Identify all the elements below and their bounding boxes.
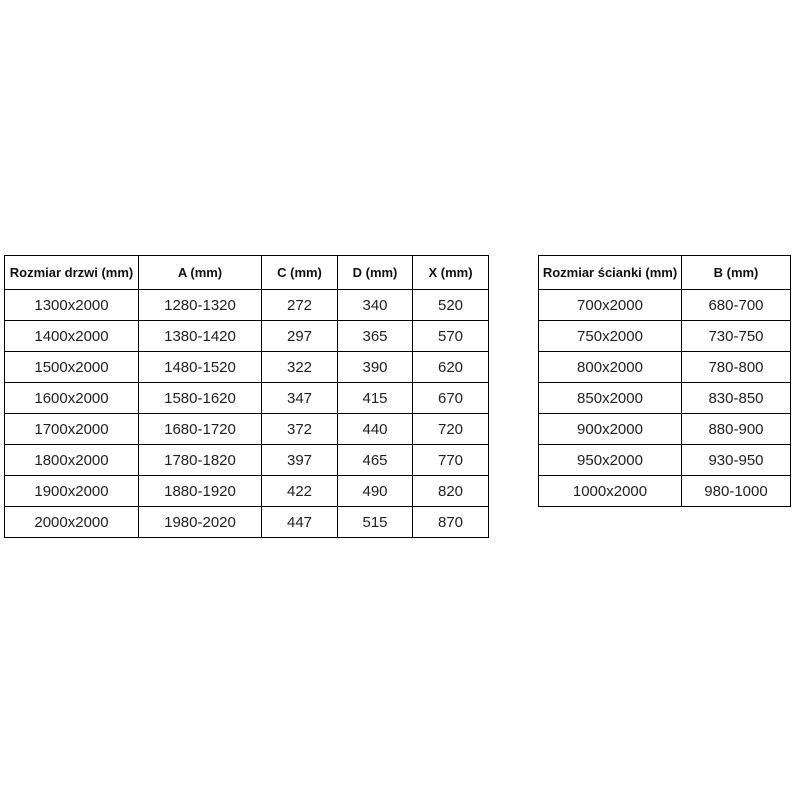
table-cell: 365 [337, 320, 413, 352]
table-cell: 750x2000 [538, 320, 682, 352]
column-header: A (mm) [138, 255, 262, 290]
table-cell: 1600x2000 [4, 382, 139, 414]
table-cell: 272 [261, 289, 338, 321]
table-cell: 520 [412, 289, 489, 321]
column-header: B (mm) [681, 255, 791, 290]
table-cell: 950x2000 [538, 444, 682, 476]
table-cell: 780-800 [681, 351, 791, 383]
table-row: 950x2000 930-950 [538, 444, 791, 476]
table-cell: 620 [412, 351, 489, 383]
table-row: 750x2000 730-750 [538, 320, 791, 352]
table-cell: 720 [412, 413, 489, 445]
table-cell: 490 [337, 475, 413, 507]
table-cell: 1700x2000 [4, 413, 139, 445]
wall-size-table-header-row: Rozmiar ścianki (mm) B (mm) [538, 255, 791, 290]
table-cell: 1480-1520 [138, 351, 262, 383]
table-row: 1800x2000 1780-1820 397 465 770 [4, 444, 489, 476]
table-cell: 347 [261, 382, 338, 414]
table-row: 1600x2000 1580-1620 347 415 670 [4, 382, 489, 414]
table-cell: 730-750 [681, 320, 791, 352]
table-row: 1500x2000 1480-1520 322 390 620 [4, 351, 489, 383]
wall-size-table: Rozmiar ścianki (mm) B (mm) 700x2000 680-7… [538, 255, 791, 507]
table-cell: 1280-1320 [138, 289, 262, 321]
table-cell: 830-850 [681, 382, 791, 414]
table-cell: 1680-1720 [138, 413, 262, 445]
table-row: 700x2000 680-700 [538, 289, 791, 321]
column-header: C (mm) [261, 255, 338, 290]
table-cell: 930-950 [681, 444, 791, 476]
table-row: 2000x2000 1980-2020 447 515 870 [4, 506, 489, 538]
table-cell: 447 [261, 506, 338, 538]
table-cell: 440 [337, 413, 413, 445]
door-size-table: Rozmiar drzwi (mm) A (mm) C (mm) D (mm) X (m… [4, 255, 489, 538]
table-row: 850x2000 830-850 [538, 382, 791, 414]
table-cell: 390 [337, 351, 413, 383]
table-cell: 297 [261, 320, 338, 352]
door-size-table-header-row: Rozmiar drzwi (mm) A (mm) C (mm) D (mm) X (m… [4, 255, 489, 290]
table-row: 900x2000 880-900 [538, 413, 791, 445]
column-header: Rozmiar ścianki (mm) [538, 255, 682, 290]
table-cell: 2000x2000 [4, 506, 139, 538]
column-header: X (mm) [412, 255, 489, 290]
table-cell: 415 [337, 382, 413, 414]
table-cell: 1000x2000 [538, 475, 682, 507]
table-row: 1400x2000 1380-1420 297 365 570 [4, 320, 489, 352]
column-header: D (mm) [337, 255, 413, 290]
table-row: 1300x2000 1280-1320 272 340 520 [4, 289, 489, 321]
table-cell: 880-900 [681, 413, 791, 445]
table-row: 1700x2000 1680-1720 372 440 720 [4, 413, 489, 445]
table-cell: 800x2000 [538, 351, 682, 383]
table-cell: 1880-1920 [138, 475, 262, 507]
table-cell: 1580-1620 [138, 382, 262, 414]
table-cell: 322 [261, 351, 338, 383]
table-cell: 820 [412, 475, 489, 507]
table-cell: 850x2000 [538, 382, 682, 414]
table-cell: 570 [412, 320, 489, 352]
table-cell: 770 [412, 444, 489, 476]
table-row: 1900x2000 1880-1920 422 490 820 [4, 475, 489, 507]
table-row: 800x2000 780-800 [538, 351, 791, 383]
table-cell: 1800x2000 [4, 444, 139, 476]
table-cell: 670 [412, 382, 489, 414]
table-cell: 870 [412, 506, 489, 538]
table-cell: 1500x2000 [4, 351, 139, 383]
table-cell: 700x2000 [538, 289, 682, 321]
table-cell: 515 [337, 506, 413, 538]
table-cell: 1400x2000 [4, 320, 139, 352]
table-cell: 1300x2000 [4, 289, 139, 321]
table-cell: 422 [261, 475, 338, 507]
table-cell: 372 [261, 413, 338, 445]
table-cell: 397 [261, 444, 338, 476]
column-header: Rozmiar drzwi (mm) [4, 255, 139, 290]
table-cell: 1780-1820 [138, 444, 262, 476]
table-cell: 1380-1420 [138, 320, 262, 352]
table-cell: 980-1000 [681, 475, 791, 507]
table-cell: 340 [337, 289, 413, 321]
table-cell: 1900x2000 [4, 475, 139, 507]
table-cell: 680-700 [681, 289, 791, 321]
table-cell: 1980-2020 [138, 506, 262, 538]
table-row: 1000x2000 980-1000 [538, 475, 791, 507]
table-cell: 900x2000 [538, 413, 682, 445]
table-cell: 465 [337, 444, 413, 476]
